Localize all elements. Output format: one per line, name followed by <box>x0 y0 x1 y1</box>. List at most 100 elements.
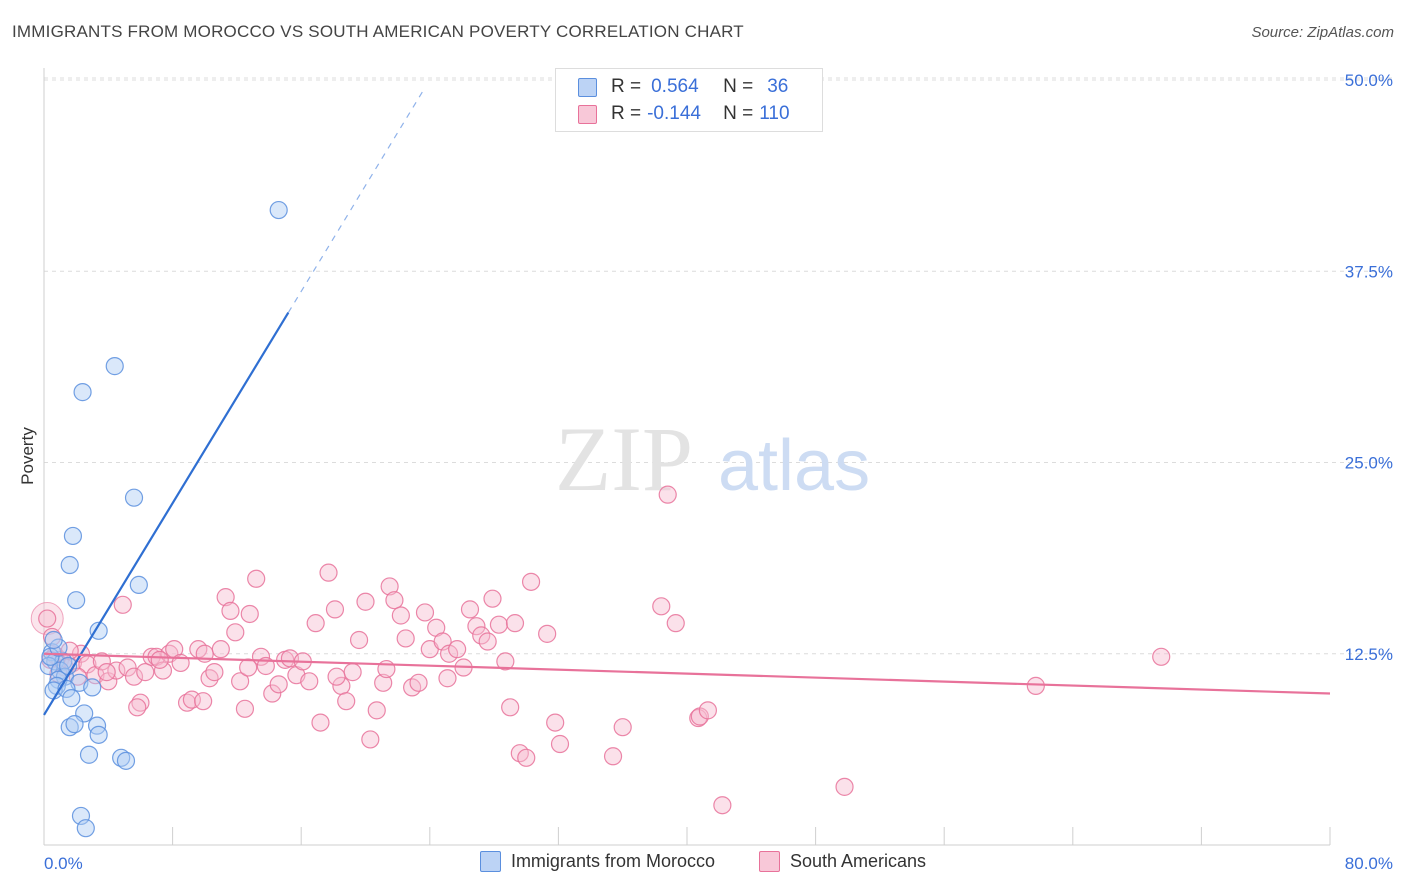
south-americans-point <box>483 589 502 608</box>
morocco-point <box>83 678 102 697</box>
south-americans-point <box>205 663 224 682</box>
series-swatch-morocco <box>479 851 501 872</box>
south-americans-point <box>349 630 369 650</box>
south-americans-point <box>403 678 422 697</box>
south-americans-point <box>698 701 717 720</box>
south-americans-point <box>652 597 671 616</box>
legend-n-value-south-americans: 110 <box>759 103 790 124</box>
morocco-point <box>79 745 99 764</box>
legend-n-value-morocco: 36 <box>767 76 789 97</box>
morocco-trend-extension <box>287 87 426 313</box>
source-label: Source: ZipAtlas.com <box>1251 24 1394 41</box>
morocco-point <box>89 725 108 744</box>
morocco-point <box>44 630 63 650</box>
south-americans-point <box>415 603 435 622</box>
legend-swatch-morocco <box>578 77 597 97</box>
y-tick-label: 12.5% <box>1345 645 1393 664</box>
south-americans-point <box>128 698 147 717</box>
legend-row-south-americans: R = -0.144 N = 110 <box>578 102 790 126</box>
south-americans-point <box>97 663 116 682</box>
south-americans-point <box>153 661 173 680</box>
morocco-point <box>39 656 58 676</box>
south-americans-point <box>361 730 380 749</box>
morocco-points <box>39 200 288 838</box>
south-americans-point <box>240 604 259 624</box>
south-americans-point <box>231 672 250 691</box>
series-legend-south-americans[interactable]: South Americans <box>758 851 927 872</box>
x-tick-label-max: 80.0% <box>1345 854 1393 873</box>
morocco-point <box>60 718 79 737</box>
correlation-legend: R = 0.564 N = 36 R = -0.144 N = 110 <box>555 68 823 132</box>
south-americans-point <box>380 577 399 596</box>
chart-title: IMMIGRANTS FROM MOROCCO VS SOUTH AMERICA… <box>12 22 744 41</box>
south-americans-point <box>1152 647 1171 666</box>
south-americans-point <box>501 698 520 717</box>
south-americans-point <box>478 632 497 651</box>
south-americans-point <box>666 614 685 633</box>
y-tick-label: 50.0% <box>1345 71 1393 90</box>
south-americans-point <box>200 669 219 688</box>
morocco-point <box>62 689 81 708</box>
series-label-south-americans: South Americans <box>789 851 927 871</box>
south-americans-point <box>438 669 457 688</box>
south-americans-point <box>239 658 258 677</box>
y-tick-label: 25.0% <box>1345 454 1393 473</box>
south-americans-point <box>337 692 356 711</box>
south-americans-point <box>550 734 570 754</box>
south-americans-point <box>835 777 854 796</box>
south-americans-point <box>343 663 362 682</box>
south-americans-point <box>374 673 393 692</box>
x-tick-label-min: 0.0% <box>44 854 83 873</box>
series-label-morocco: Immigrants from Morocco <box>510 851 715 871</box>
south-americans-point <box>496 652 515 671</box>
south-americans-point <box>319 563 338 582</box>
south-americans-point <box>1026 676 1045 695</box>
series-swatch-south-americans <box>758 851 780 872</box>
south-americans-point <box>521 572 541 591</box>
south-americans-point <box>385 591 404 610</box>
south-americans-point <box>505 614 525 633</box>
south-americans-point <box>216 588 235 607</box>
morocco-point <box>105 357 124 376</box>
morocco-point <box>73 383 92 402</box>
south-americans-point <box>713 796 732 815</box>
south-americans-trend-line <box>43 652 1331 695</box>
south-americans-point <box>489 615 509 634</box>
south-americans-point <box>177 693 197 712</box>
south-americans-point <box>306 614 325 633</box>
morocco-point <box>63 526 83 546</box>
morocco-point <box>112 748 131 767</box>
south-americans-point <box>517 748 536 767</box>
morocco-point <box>67 591 86 610</box>
south-americans-point <box>367 701 386 720</box>
south-americans-point <box>38 609 57 628</box>
south-americans-point <box>546 713 565 732</box>
south-americans-point <box>269 675 288 694</box>
legend-r-label: R = <box>611 76 642 97</box>
south-americans-point <box>467 617 486 636</box>
south-americans-point <box>460 600 480 619</box>
south-americans-point <box>113 595 132 614</box>
trend-lines <box>43 87 1331 716</box>
morocco-trend-line <box>43 311 290 716</box>
morocco-point <box>269 200 288 220</box>
south-americans-point <box>226 623 245 642</box>
south-americans-point <box>221 601 240 621</box>
series-legend-morocco[interactable]: Immigrants from Morocco <box>479 851 715 872</box>
south-americans-point <box>300 672 319 691</box>
watermark: ZIP atlas <box>555 408 870 510</box>
south-americans-point <box>118 658 137 677</box>
south-americans-point <box>396 629 415 648</box>
south-americans-point <box>409 673 428 692</box>
south-americans-point <box>92 652 111 671</box>
south-americans-point <box>263 684 282 703</box>
morocco-point <box>87 716 107 735</box>
legend-row-morocco: R = 0.564 N = 36 <box>578 75 788 99</box>
morocco-point <box>116 751 136 770</box>
morocco-point <box>60 555 79 575</box>
south-americans-point <box>42 627 62 647</box>
south-americans-point <box>194 692 213 711</box>
legend-r-value-south-americans: -0.144 <box>647 103 701 124</box>
south-americans-points <box>30 485 1171 815</box>
